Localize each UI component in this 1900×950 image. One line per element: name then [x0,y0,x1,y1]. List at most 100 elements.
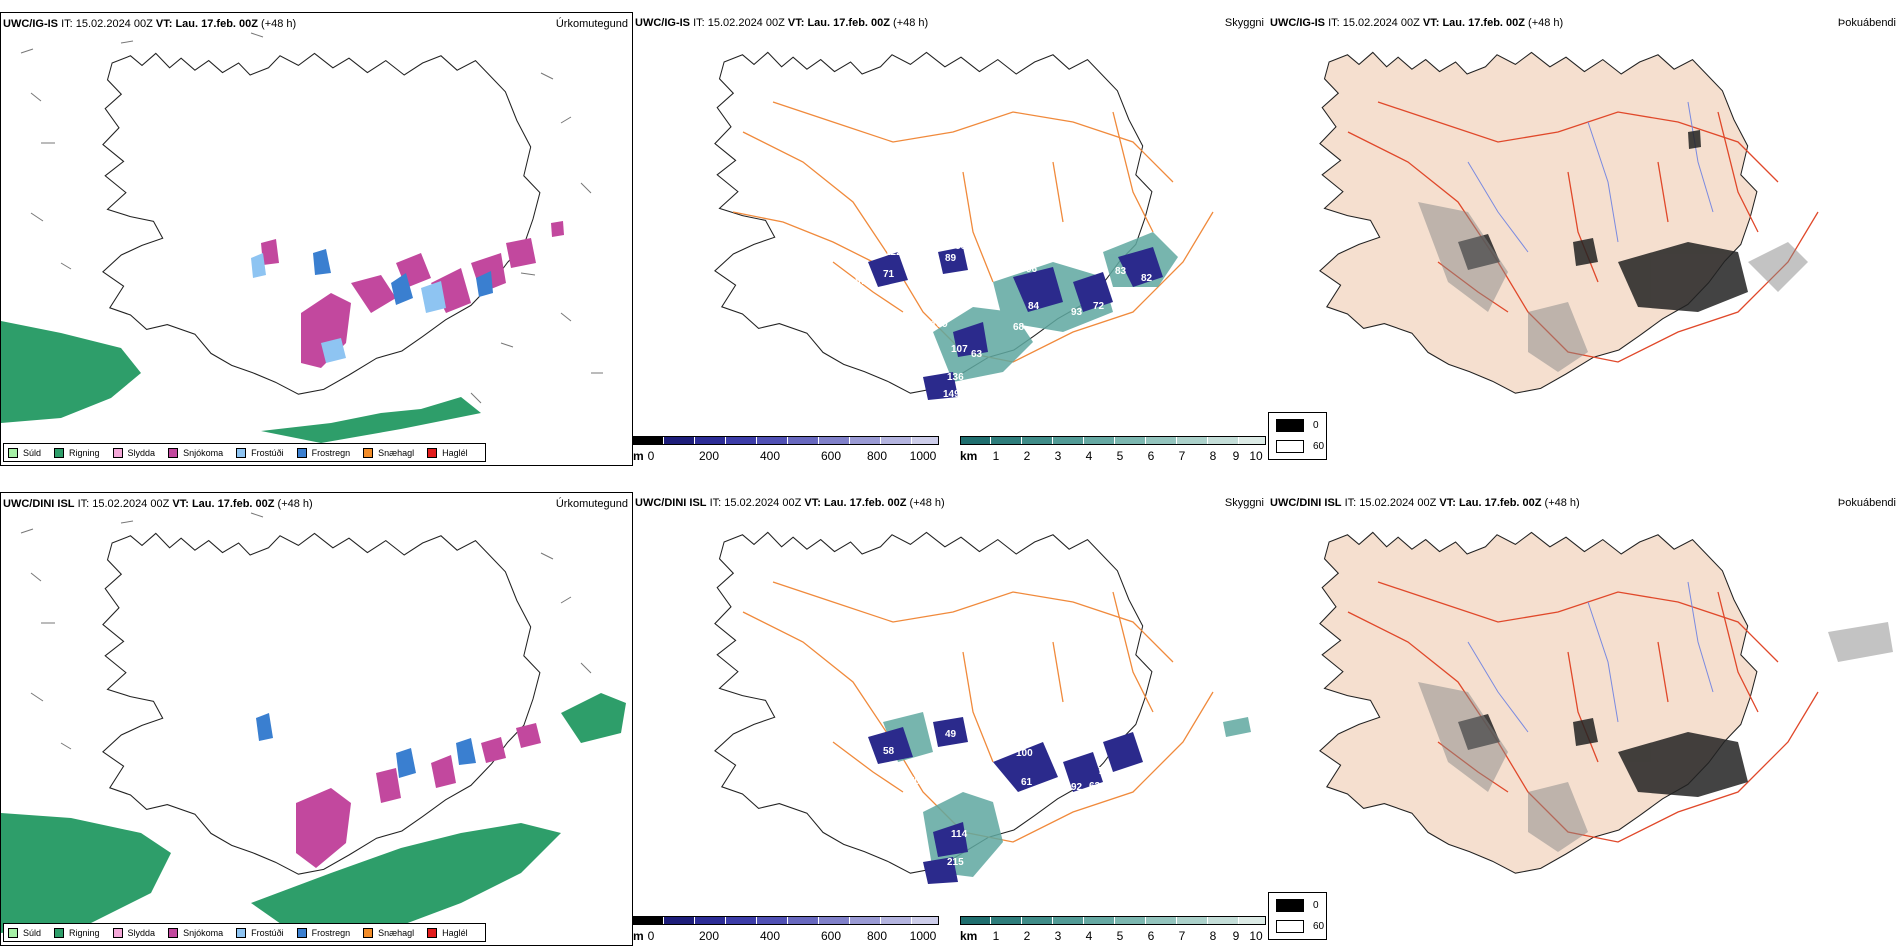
svg-text:71: 71 [883,269,895,280]
visibility-tick: 6 [1147,929,1155,943]
cloud-ceiling [868,247,1163,400]
visibility-tick: 7 [1178,449,1186,463]
rain-area-southwest [1,813,171,933]
svg-text:80: 80 [1061,339,1073,350]
panel-header: UWC/DINI ISL IT: 15.02.2024 00Z VT: Lau.… [1270,497,1580,509]
panel-header: UWC/IG-IS IT: 15.02.2024 00Z VT: Lau. 17… [3,18,297,30]
fog-panel-row1: UWC/IG-IS IT: 15.02.2024 00Z VT: Lau. 17… [1268,12,1900,466]
rivers [1467,581,1714,733]
svg-text:93: 93 [1071,307,1083,318]
svg-text:58: 58 [883,746,895,757]
svg-text:109: 109 [931,319,948,330]
wind-barbs [20,32,603,404]
ceiling-tick: 0 [647,929,655,943]
svg-text:195: 195 [911,346,928,357]
panel-header: UWC/IG-IS IT: 15.02.2024 00Z VT: Lau. 17… [1270,17,1564,29]
visibility-tick: 9 [1232,929,1240,943]
precip-legend: Súld Rigning Slydda Snjókoma Frostúði Fr… [3,443,486,462]
svg-text:83: 83 [1115,266,1127,277]
svg-text:215: 215 [947,857,964,868]
rain-area-southwest [1,321,141,423]
visibility-tick: 3 [1054,929,1062,943]
visibility-tick: 9 [1232,449,1240,463]
precip-type-map [1,32,603,443]
ceiling-colorbar: m 0 200 400 600 800 1000 [633,436,939,466]
rain-area-east [561,693,626,743]
svg-text:107: 107 [1005,807,1022,818]
visibility-colorbar: km 1 2 3 4 5 6 7 8 9 10 [960,916,1266,946]
panel-title: Þokuábendi [1837,17,1896,29]
svg-text:45: 45 [918,844,930,855]
panel-title: Skyggni [1224,17,1264,29]
wind-barbs [20,512,592,750]
panel-title: Þokuábendi [1837,497,1896,509]
visibility-tick: 1 [992,449,1000,463]
svg-text:61: 61 [1021,777,1033,788]
panel-title: Skyggni [1224,497,1264,509]
height-labels: 58 49 100 61 92 63 71 70 107 114 84 215 … [883,729,1110,885]
svg-text:48: 48 [907,381,919,392]
ceiling-tick: 400 [759,449,781,463]
visibility-colorbar: km 1 2 3 4 5 6 7 8 9 10 [960,436,1266,466]
frost-areas [256,713,476,778]
panel-header: UWC/DINI ISL IT: 15.02.2024 00Z VT: Lau.… [635,497,945,509]
visibility-tick: 2 [1023,449,1031,463]
visibility-panel-row1: 122 86 89 71 87 96 84 93 83 82 109 68 72… [633,12,1268,466]
ceiling-colorbar: m 0 200 400 600 800 1000 [633,916,939,946]
svg-text:82: 82 [1141,273,1153,284]
precip-type-panel-row2: UWC/DINI ISL IT: 15.02.2024 00Z VT: Lau.… [0,492,633,946]
precip-type-panel-row1: UWC/IG-IS IT: 15.02.2024 00Z VT: Lau. 17… [0,12,633,466]
ceiling-unit: m [633,449,644,463]
panel-title: Úrkomutegund [555,498,628,510]
ceiling-unit: m [633,929,644,943]
ceiling-tick: 200 [698,449,720,463]
snow-areas [296,723,541,868]
height-labels: 122 86 89 71 87 96 84 93 83 82 109 68 72… [855,241,1153,400]
visibility-tick: 4 [1085,449,1093,463]
visibility-tick: 5 [1116,449,1124,463]
svg-text:63: 63 [1089,781,1101,792]
fog-map [1319,531,1893,874]
svg-text:107: 107 [951,344,968,355]
svg-text:122: 122 [885,247,902,258]
rivers [1467,101,1714,253]
snow-areas [261,221,564,368]
svg-text:149: 149 [943,389,960,400]
ceiling-tick: 0 [647,449,655,463]
visibility-panel-row2: 58 49 100 61 92 63 71 70 107 114 84 215 … [633,492,1268,946]
svg-text:114: 114 [951,829,968,840]
svg-text:92: 92 [1071,782,1083,793]
ceiling-tick: 400 [759,929,781,943]
svg-text:72: 72 [1093,301,1105,312]
fog-map [1319,51,1819,394]
visibility-tick: 10 [1249,449,1263,463]
precip-type-map [1,512,626,938]
svg-text:63: 63 [971,349,983,360]
fog-legend: 0 60 [1268,412,1327,460]
svg-text:100: 100 [1016,748,1033,759]
svg-text:84: 84 [1028,301,1040,312]
visibility-tick: 4 [1085,929,1093,943]
svg-text:136: 136 [947,372,964,383]
visibility-tick: 7 [1178,929,1186,943]
visibility-map: 122 86 89 71 87 96 84 93 83 82 109 68 72… [714,51,1214,400]
rain-area-south [251,823,561,938]
ceiling-tick: 1000 [909,929,937,943]
visibility-tick: 8 [1209,449,1217,463]
panel-title: Úrkomutegund [555,18,628,30]
svg-text:89: 89 [945,253,957,264]
svg-text:71: 71 [1098,766,1110,777]
panel-header: UWC/IG-IS IT: 15.02.2024 00Z VT: Lau. 17… [635,17,929,29]
visibility-tick: 2 [1023,929,1031,943]
ceiling-tick: 800 [866,929,888,943]
ceiling-tick: 1000 [909,449,937,463]
visibility-tick: 5 [1116,929,1124,943]
cloud-ceiling [868,717,1143,884]
svg-text:86: 86 [955,241,967,252]
visibility-tick: 6 [1147,449,1155,463]
visibility-tick: 3 [1054,449,1062,463]
precip-legend: Súld Rigning Slydda Snjókoma Frostúði Fr… [3,923,486,942]
ceiling-tick: 800 [866,449,888,463]
fog-legend: 0 60 [1268,892,1327,940]
visibility-unit: km [960,929,978,943]
